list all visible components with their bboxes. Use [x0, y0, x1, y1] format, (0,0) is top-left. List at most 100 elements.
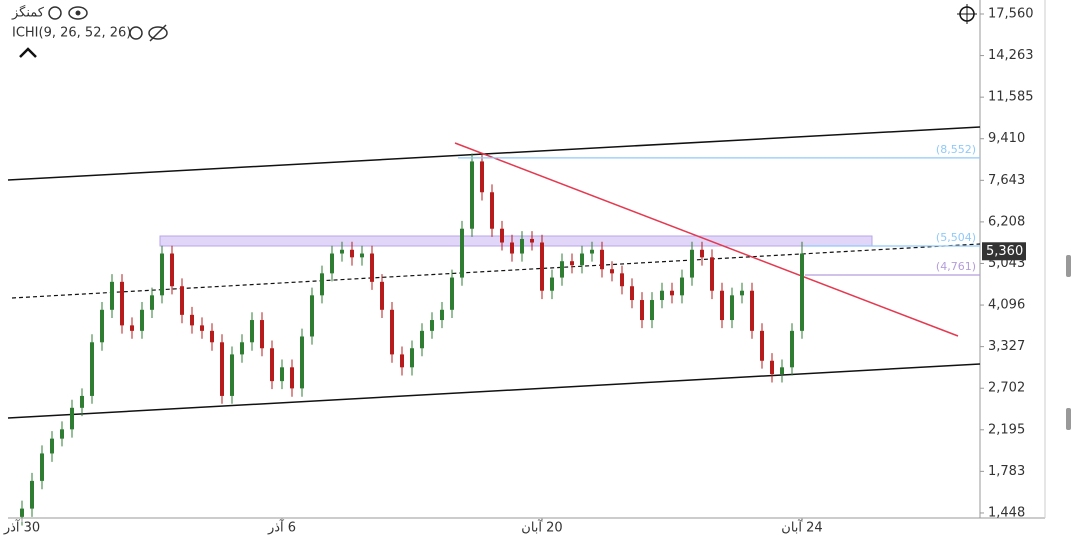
settings-icon[interactable]	[129, 26, 143, 40]
candle-body	[790, 330, 794, 368]
candle-body	[410, 348, 414, 368]
candle-body	[150, 295, 154, 310]
candle-body	[530, 238, 534, 243]
candle-body	[590, 249, 594, 254]
candle-body	[510, 242, 514, 254]
candle-body	[200, 325, 204, 331]
candle-body	[110, 281, 114, 310]
x-tick-label: 6 آذر	[267, 519, 296, 536]
visibility-icon-pupil	[75, 10, 81, 16]
candle-body	[660, 290, 664, 301]
candle-body	[120, 281, 124, 326]
candle-body	[550, 277, 554, 291]
candle-body	[210, 330, 214, 343]
candle-body	[770, 360, 774, 375]
y-tick-label: 2,195	[988, 422, 1025, 437]
candle-body	[60, 429, 64, 439]
candle-body	[710, 257, 714, 291]
candle-body	[650, 300, 654, 321]
candle-body	[780, 367, 784, 375]
candle-body	[310, 295, 314, 337]
y-tick-label: 11,585	[988, 90, 1034, 105]
x-tick-label: 24 آبان	[781, 519, 822, 536]
candle-body	[30, 480, 34, 509]
candle-body	[370, 253, 374, 282]
settings-icon[interactable]	[48, 6, 62, 20]
candles	[20, 153, 804, 526]
candle-body	[580, 253, 584, 266]
candle-body	[740, 290, 744, 296]
candle-body	[140, 309, 144, 331]
symbol: کمنگز	[11, 5, 45, 21]
y-tick-label: 9,410	[988, 131, 1025, 146]
trend-line	[454, 142, 959, 337]
candle-body	[380, 281, 384, 310]
candle-body	[700, 249, 704, 258]
candle-body	[270, 348, 274, 382]
candle-body	[100, 309, 104, 343]
indicator: ICHI(9, 26, 52, 26)	[12, 26, 131, 41]
candle-body	[240, 342, 244, 355]
candle-body	[280, 367, 284, 382]
candle-body	[130, 325, 134, 331]
candle-body	[20, 508, 24, 517]
candle-body	[610, 269, 614, 274]
candle-body	[760, 330, 764, 361]
candle-body	[640, 300, 644, 321]
candle-body	[520, 238, 524, 254]
candle-body	[440, 309, 444, 321]
channel-mid	[11, 243, 981, 299]
y-tick-label: 2,702	[988, 381, 1025, 396]
candle-body	[420, 330, 424, 349]
candle-body	[40, 453, 44, 481]
side-handle[interactable]	[1066, 408, 1071, 430]
candle-body	[180, 286, 184, 315]
candle-body	[540, 242, 544, 291]
candle-body	[620, 273, 624, 287]
candle-body	[300, 336, 304, 389]
hide-icon[interactable]	[148, 26, 168, 40]
candle-body	[570, 261, 574, 266]
candle-body	[290, 367, 294, 389]
candle-body	[70, 407, 74, 430]
y-tick-label: 7,643	[988, 173, 1025, 188]
candle-body	[600, 249, 604, 270]
candle-body	[400, 354, 404, 368]
x-tick-label: 30 آذر	[3, 519, 40, 536]
x-tick-label: 20 آبان	[521, 519, 562, 536]
candle-body	[560, 261, 564, 278]
candle-body	[50, 438, 54, 454]
y-tick-label: 1,448	[988, 505, 1025, 520]
y-tick-label: 6,208	[988, 214, 1025, 229]
zone-box	[159, 235, 873, 247]
candle-body	[320, 273, 324, 296]
candle-body	[470, 161, 474, 229]
price-line-label: (8,552)	[936, 143, 976, 156]
candle-body	[720, 290, 724, 321]
candle-body	[460, 228, 464, 278]
candle-body	[450, 277, 454, 310]
y-tick-label: 14,263	[988, 48, 1034, 63]
candle-body	[260, 320, 264, 349]
candle-body	[630, 286, 634, 301]
candle-body	[220, 342, 224, 396]
candle-body	[690, 249, 694, 278]
candle-body	[670, 290, 674, 296]
candle-body	[360, 253, 364, 258]
collapse-icon[interactable]	[19, 47, 37, 58]
candle-body	[340, 249, 344, 254]
price-line-label: (5,504)	[936, 231, 976, 244]
candle-body	[160, 253, 164, 296]
last-price-label: 5,360	[986, 244, 1023, 259]
candle-body	[680, 277, 684, 296]
candle-body	[250, 320, 254, 343]
price-line-label: (4,761)	[936, 260, 976, 273]
visibility-icon[interactable]	[68, 6, 88, 20]
candle-body	[800, 253, 804, 331]
candle-body	[90, 342, 94, 396]
y-tick-label: 1,783	[988, 464, 1025, 479]
side-handle[interactable]	[1066, 255, 1071, 277]
candle-body	[490, 192, 494, 229]
